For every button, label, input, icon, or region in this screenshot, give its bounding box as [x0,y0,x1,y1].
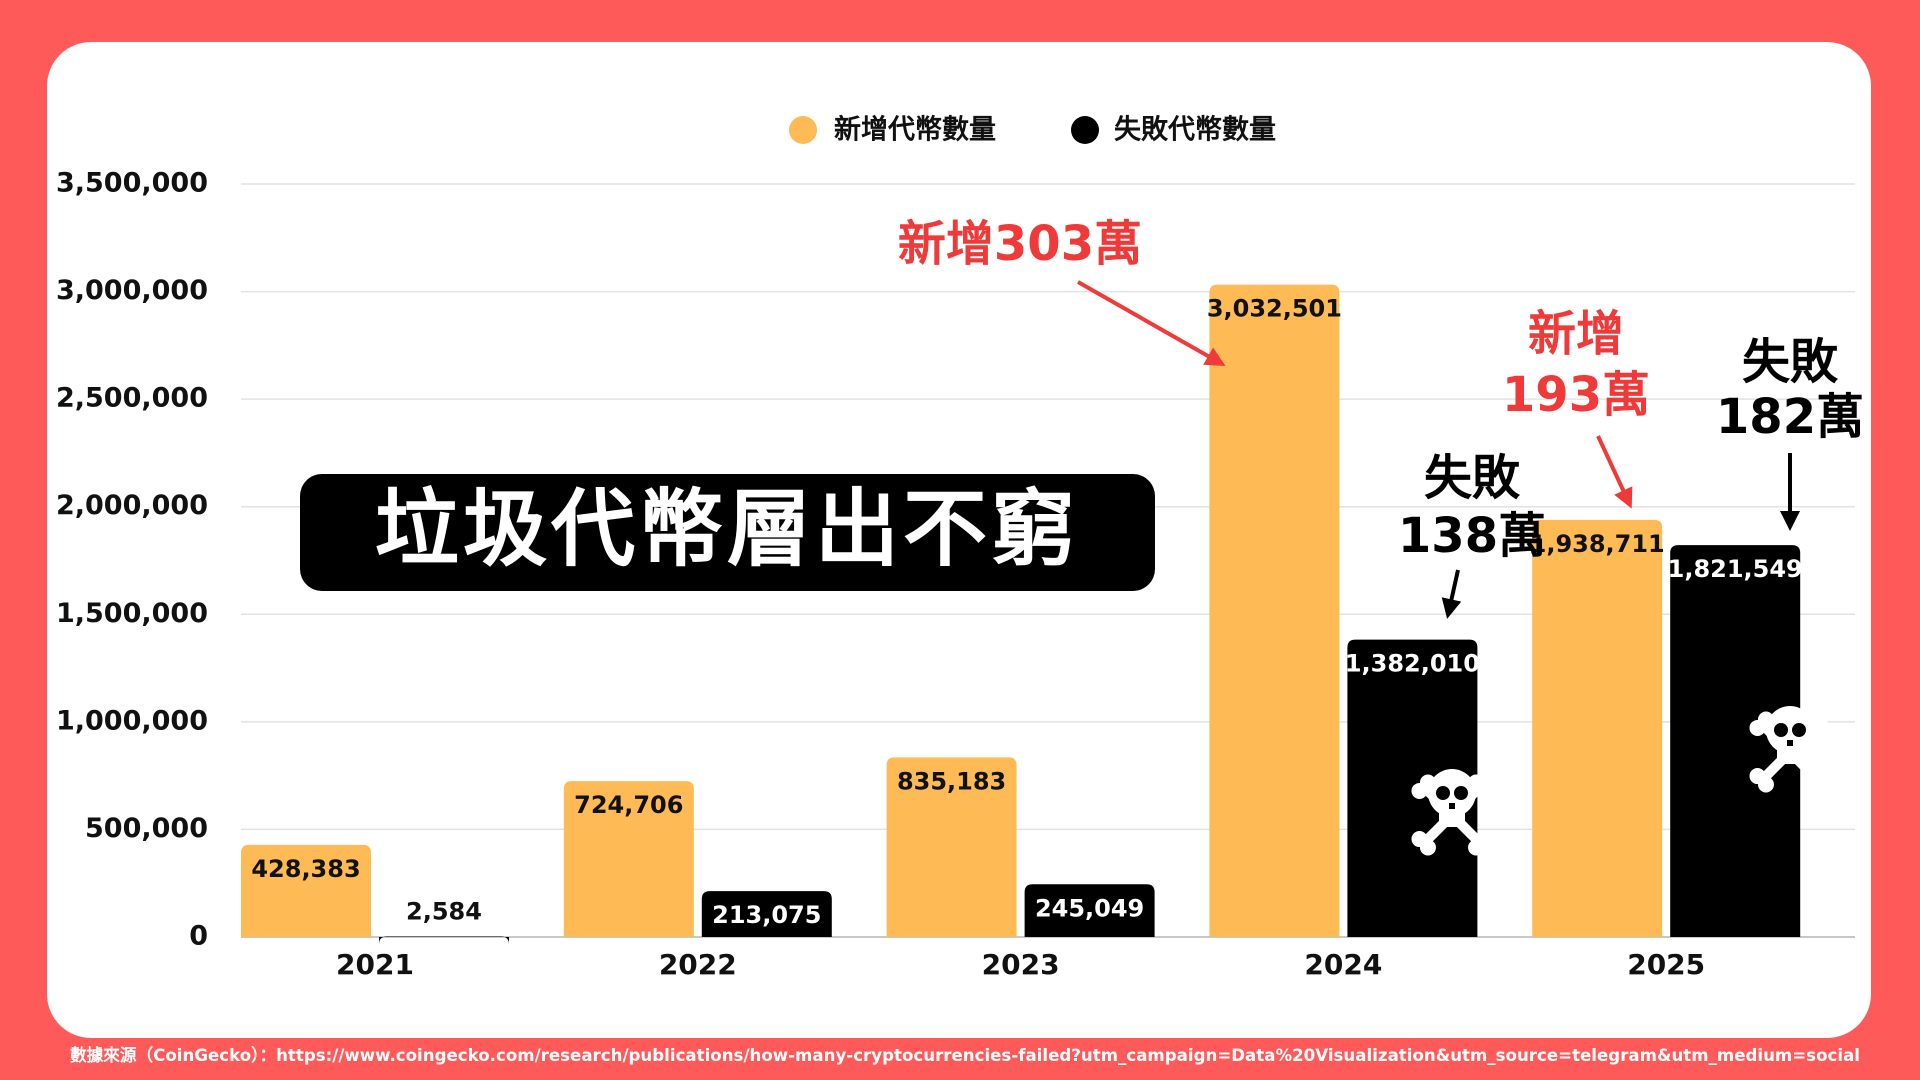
skull-eye [1774,723,1788,737]
value-label: 213,075 [712,901,821,929]
skull-nose [1787,740,1793,746]
value-label: 3,032,501 [1207,295,1342,323]
skull-jaw [1777,746,1803,764]
value-label: 1,821,549 [1668,555,1803,583]
y-tick-label: 2,500,000 [56,383,208,414]
annotation: 193萬 [1502,367,1650,423]
legend-label: 新增代幣數量 [834,114,996,146]
chart-title: 垃圾代幣層出不窮 [375,480,1079,578]
bone-end [1806,776,1823,793]
legend-marker [1071,116,1099,144]
value-label: 2,584 [406,897,482,925]
x-tick-label: 2024 [1304,948,1382,981]
y-tick-label: 1,500,000 [56,598,208,629]
overlay: 新增代幣數量 失敗代幣數量 2021 428,383 2,584 2022 724,706 2… [70,114,1864,1067]
bar [1209,284,1340,937]
bone-end [1749,719,1766,736]
x-tick-label: 2021 [336,948,414,981]
y-tick-label: 3,000,000 [56,275,208,306]
x-tick-label: 2022 [659,948,737,981]
skull-jaw [1439,809,1465,827]
bar [1024,884,1155,937]
y-tick-label: 1,000,000 [56,705,208,736]
annotation: 138萬 [1398,508,1546,564]
value-label: 428,383 [251,855,360,883]
value-label: 724,706 [574,791,683,819]
x-tick-label: 2023 [982,948,1060,981]
value-label: 1,938,711 [1530,530,1665,558]
bar [886,757,1017,937]
bone-end [1468,839,1485,856]
skull-head [1428,769,1476,817]
legend-label: 失敗代幣數量 [1114,115,1276,146]
annotation-arrow [1596,435,1633,509]
annotation: 新增303萬 [898,216,1142,272]
bar [241,844,371,937]
bars [241,284,1801,945]
bar [1532,519,1663,937]
annotation-arrow [1077,280,1226,366]
bone-end [1411,782,1428,799]
skull-eye [1792,723,1806,737]
annotation: 182萬 [1716,389,1864,445]
bone-end [1419,839,1436,856]
legend-marker [789,116,817,144]
bone-end [1476,782,1493,799]
skull-icon [1749,706,1831,793]
bar [1670,545,1801,937]
skull-eye [1436,786,1450,800]
bar [563,781,694,937]
value-label: 245,049 [1035,894,1144,922]
skull-eye [1454,786,1468,800]
y-tick-label: 3,500,000 [56,168,208,199]
skull-icon [1411,769,1493,856]
annotation: 失敗 [1424,450,1521,506]
source-note: 數據來源（CoinGecko）：https://www.coingecko.co… [70,1045,1860,1066]
title-box [300,474,1155,591]
y-tick-label: 500,000 [85,813,208,844]
skull-head [1766,706,1814,754]
y-tick-label: 0 [189,921,208,952]
value-label: 835,183 [897,767,1006,795]
bone-end [1757,776,1774,793]
annotation: 失敗 [1742,334,1839,390]
y-tick-label: 2,000,000 [56,490,208,521]
x-tick-label: 2025 [1627,948,1705,981]
annotation: 新增 [1528,306,1624,362]
value-label: 1,382,010 [1345,650,1480,678]
bar [701,891,832,937]
annotation-arrow [1441,569,1462,619]
bone-end [1814,719,1831,736]
skull-nose [1449,803,1455,809]
